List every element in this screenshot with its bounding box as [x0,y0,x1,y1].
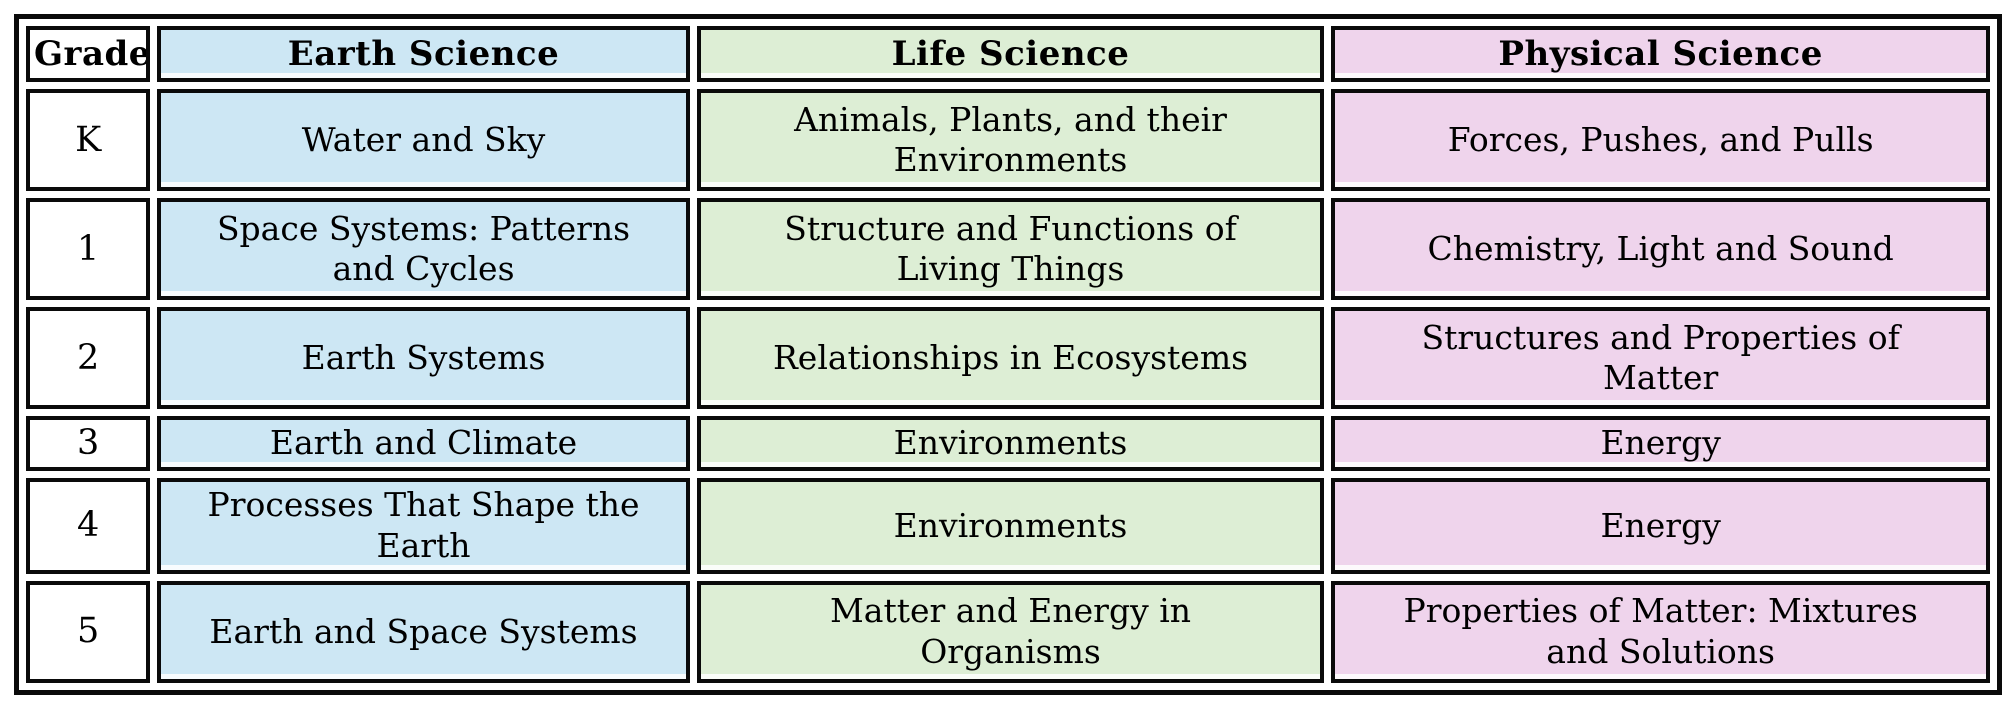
grade-cell: 4 [26,477,151,574]
life-science-cell: Environments [696,416,1325,471]
physical-science-cell: Structures and Properties of Matter [1331,307,1990,409]
physical-science-cell: Properties of Matter: Mixtures and Solut… [1331,580,1990,683]
header-life-science: Life Science [696,26,1325,82]
table-row-grade-4: 4 Processes That Shape the Earth Environ… [26,477,1990,574]
life-science-cell: Matter and Energy in Organisms [696,580,1325,683]
header-grade: Grade [26,26,151,82]
table-row-grade-3: 3 Earth and Climate Environments Energy [26,416,1990,471]
grade-cell: 1 [26,198,151,300]
earth-science-cell: Earth Systems [157,307,690,409]
grade-cell: K [26,89,151,191]
curriculum-table-container: Grade Earth Science Life Science Physica… [14,14,2002,695]
header-row: Grade Earth Science Life Science Physica… [26,26,1990,82]
life-science-cell: Animals, Plants, and their Environments [696,89,1325,191]
physical-science-cell: Chemistry, Light and Sound [1331,198,1990,300]
table-row-grade-1: 1 Space Systems: Patterns and Cycles Str… [26,198,1990,300]
earth-science-cell: Earth and Climate [157,416,690,471]
header-earth-science: Earth Science [157,26,690,82]
life-science-cell: Relationships in Ecosystems [696,307,1325,409]
life-science-cell: Structure and Functions of Living Things [696,198,1325,300]
grade-cell: 5 [26,580,151,683]
physical-science-cell: Energy [1331,477,1990,574]
grade-cell: 3 [26,416,151,471]
earth-science-cell: Earth and Space Systems [157,580,690,683]
earth-science-cell: Processes That Shape the Earth [157,477,690,574]
grade-cell: 2 [26,307,151,409]
life-science-cell: Environments [696,477,1325,574]
physical-science-cell: Energy [1331,416,1990,471]
table-row-grade-2: 2 Earth Systems Relationships in Ecosyst… [26,307,1990,409]
table-row-grade-5: 5 Earth and Space Systems Matter and Ene… [26,580,1990,683]
table-row-grade-k: K Water and Sky Animals, Plants, and the… [26,89,1990,191]
physical-science-cell: Forces, Pushes, and Pulls [1331,89,1990,191]
header-physical-science: Physical Science [1331,26,1990,82]
earth-science-cell: Water and Sky [157,89,690,191]
earth-science-cell: Space Systems: Patterns and Cycles [157,198,690,300]
curriculum-table: Grade Earth Science Life Science Physica… [14,14,2002,695]
